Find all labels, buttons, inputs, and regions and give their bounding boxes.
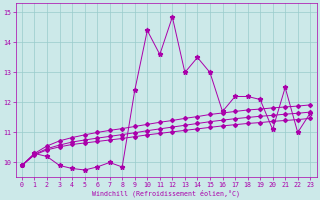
X-axis label: Windchill (Refroidissement éolien,°C): Windchill (Refroidissement éolien,°C) <box>92 189 240 197</box>
